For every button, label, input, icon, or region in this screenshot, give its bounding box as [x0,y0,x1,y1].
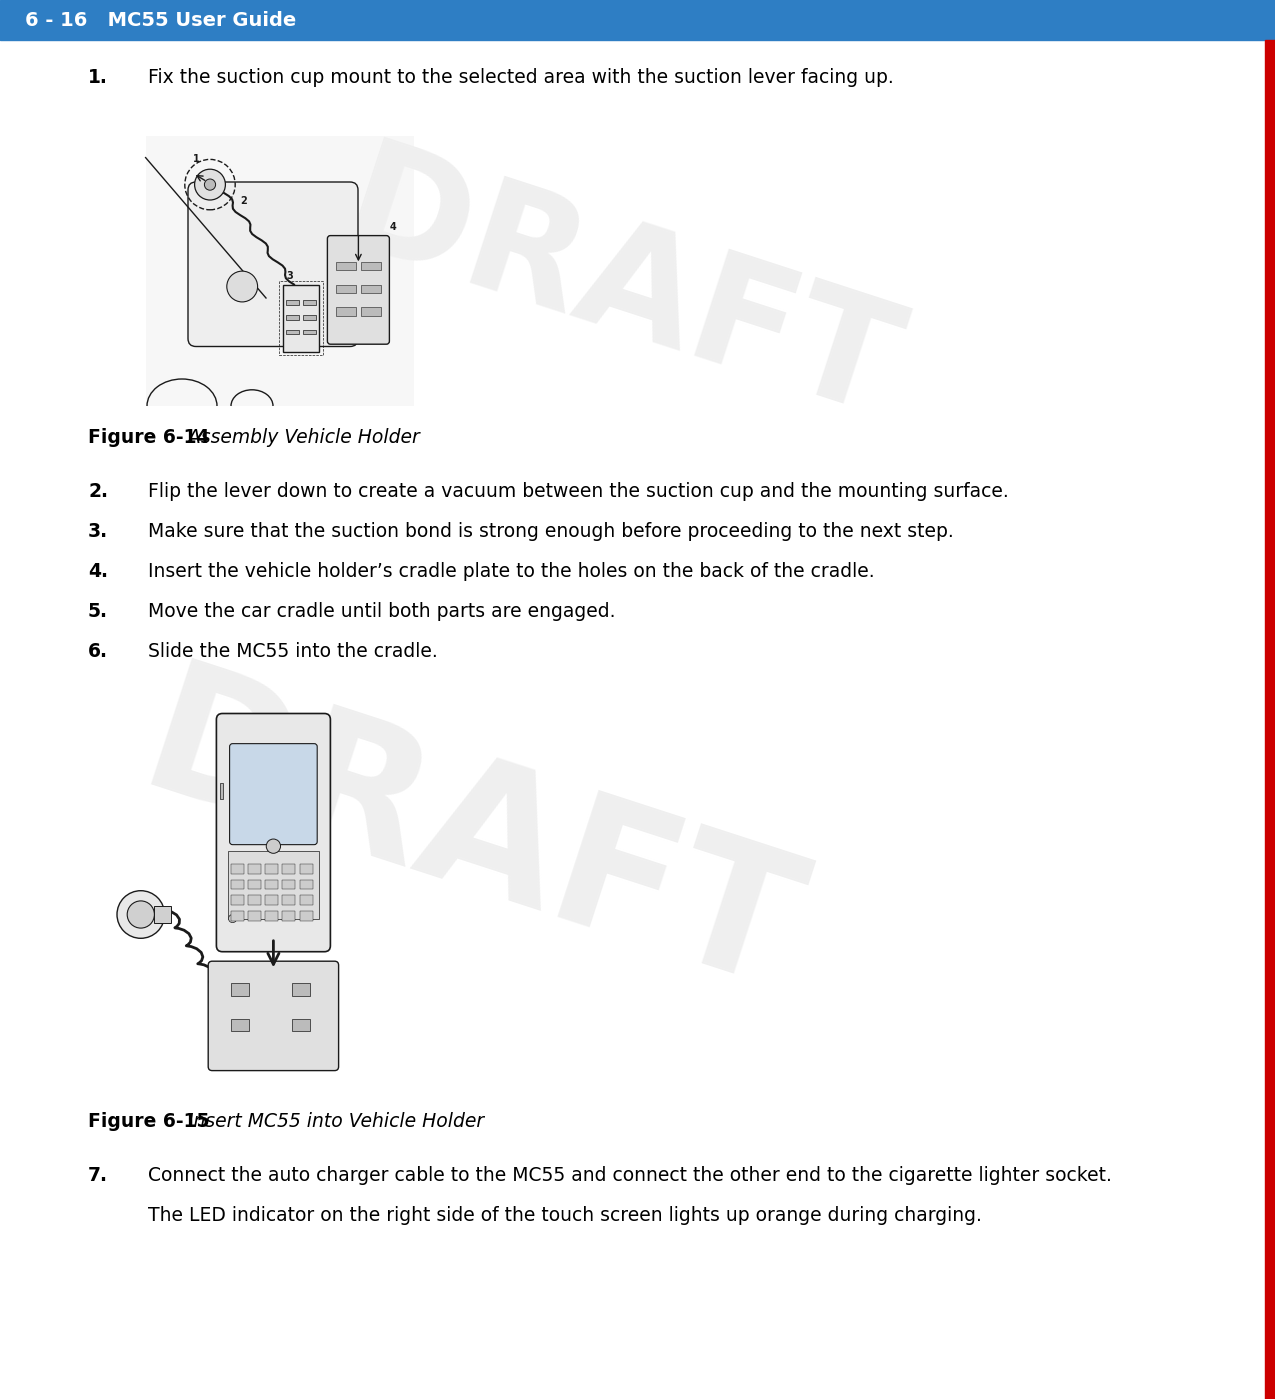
Bar [303,299,315,305]
Bar [145,136,414,406]
Bar [303,330,315,334]
Bar [282,865,296,874]
Text: 2: 2 [240,196,247,206]
Text: Flip the lever down to create a vacuum between the suction cup and the mounting : Flip the lever down to create a vacuum b… [148,483,1009,501]
Bar [300,895,312,905]
Bar [287,330,300,334]
Text: Figure 6-15: Figure 6-15 [88,1112,209,1130]
Circle shape [128,901,154,928]
Bar [231,880,244,890]
Text: Connect the auto charger cable to the MC55 and connect the other end to the ciga: Connect the auto charger cable to the MC… [148,1165,1112,1185]
Bar [0,0,1275,41]
Bar [303,315,315,319]
Bar [300,865,312,874]
Bar [231,895,244,905]
Circle shape [228,915,237,922]
FancyBboxPatch shape [217,713,330,951]
Text: Insert the vehicle holder’s cradle plate to the holes on the back of the cradle.: Insert the vehicle holder’s cradle plate… [148,562,875,581]
Text: The LED indicator on the right side of the touch screen lights up orange during : The LED indicator on the right side of t… [148,1206,982,1226]
Text: 3.: 3. [88,522,108,541]
Text: Slide the MC55 into the cradle.: Slide the MC55 into the cradle. [148,642,437,660]
Text: 1.: 1. [88,69,108,87]
Bar [361,308,381,316]
Text: DRAFT: DRAFT [122,652,819,1028]
Bar [300,911,312,921]
Bar [231,1018,249,1031]
Text: 2.: 2. [88,483,108,501]
Text: 3: 3 [287,271,293,281]
Text: 4: 4 [389,222,397,232]
Text: 1: 1 [194,154,200,164]
Bar [265,895,278,905]
Bar [361,285,381,292]
Bar [337,308,356,316]
Bar [231,983,249,996]
Bar [247,911,261,921]
Text: Fix the suction cup mount to the selected area with the suction lever facing up.: Fix the suction cup mount to the selecte… [148,69,894,87]
Bar [282,880,296,890]
Circle shape [204,179,215,190]
Text: 7.: 7. [88,1165,108,1185]
Bar [1265,41,1275,1399]
Circle shape [266,839,280,853]
Bar [337,285,356,292]
Text: 6.: 6. [88,642,108,660]
Circle shape [117,891,164,939]
Bar [287,315,300,319]
Bar [282,911,296,921]
Bar [282,895,296,905]
Circle shape [195,169,226,200]
Text: Figure 6-14: Figure 6-14 [88,428,209,448]
Bar [247,880,261,890]
Circle shape [227,271,258,302]
FancyBboxPatch shape [187,182,358,347]
Bar [247,895,261,905]
FancyBboxPatch shape [328,235,389,344]
Bar [227,851,319,919]
Text: DRAFT: DRAFT [325,132,914,449]
Bar [283,284,319,353]
Bar [265,880,278,890]
Text: Assembly Vehicle Holder: Assembly Vehicle Holder [170,428,419,448]
Text: 6 - 16   MC55 User Guide: 6 - 16 MC55 User Guide [26,11,296,29]
Bar [292,983,310,996]
Bar [231,865,244,874]
Bar [292,1018,310,1031]
Bar [231,911,244,921]
Bar [247,865,261,874]
Bar [287,299,300,305]
Text: Insert MC55 into Vehicle Holder: Insert MC55 into Vehicle Holder [170,1112,484,1130]
Bar [265,911,278,921]
Bar [361,262,381,270]
Text: 4.: 4. [88,562,108,581]
Bar [337,262,356,270]
FancyBboxPatch shape [230,744,317,845]
Bar [265,865,278,874]
Text: Move the car cradle until both parts are engaged.: Move the car cradle until both parts are… [148,602,616,621]
Bar [154,907,171,923]
Text: 5.: 5. [88,602,108,621]
FancyBboxPatch shape [208,961,339,1070]
Bar [279,281,323,355]
Text: Make sure that the suction bond is strong enough before proceeding to the next s: Make sure that the suction bond is stron… [148,522,954,541]
Bar [221,783,223,799]
Bar [300,880,312,890]
